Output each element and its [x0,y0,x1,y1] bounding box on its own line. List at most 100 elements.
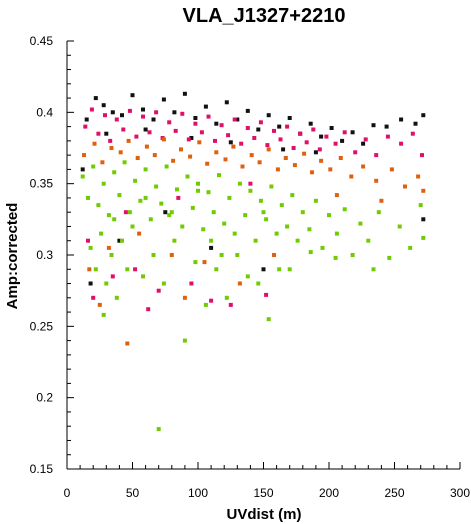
data-point [399,117,404,122]
data-point [421,235,426,240]
data-point [133,178,138,183]
x-tick-label: 50 [126,486,140,500]
data-point [231,144,236,149]
data-point [214,267,219,272]
data-point [350,130,355,135]
data-point [101,312,106,317]
x-tick-label: 250 [384,486,404,500]
data-point [292,163,297,168]
series-1 [83,107,424,312]
data-point [167,120,172,125]
data-point [167,213,172,218]
x-tick-label: 0 [64,486,71,500]
data-point [109,253,114,257]
data-point [420,153,424,158]
data-point [209,238,214,243]
data-point [154,184,159,189]
y-tick-label: 0.25 [30,319,54,333]
data-point [169,253,174,257]
data-point [342,207,347,212]
data-point [206,114,211,119]
data-point [202,260,207,265]
plot-axes: 0.15 0.2 0.25 0.3 0.35 0.4 0.45 0 50 100 150 200 250… [30,34,471,500]
data-point [232,231,237,236]
data-point [138,198,143,203]
data-point [159,201,164,206]
data-point [106,213,111,218]
data-point [324,134,329,139]
data-point [342,130,347,135]
data-point [137,231,142,236]
data-point [253,238,258,243]
data-point [114,295,119,300]
data-point [141,107,145,112]
data-point [86,195,90,200]
data-point [416,174,421,179]
data-point [334,231,339,236]
data-point [269,184,274,189]
data-point [203,104,208,109]
data-point [217,173,221,178]
data-point [156,427,161,432]
data-point [193,260,198,265]
data-point [410,131,415,136]
data-point [182,295,187,300]
data-point [257,160,262,165]
data-point [99,231,104,236]
data-point [403,184,407,189]
data-point [92,141,97,146]
data-point [374,153,379,158]
data-point [358,221,363,226]
data-point [279,203,284,208]
data-point [256,281,261,286]
y-tick-label: 0.4 [36,105,53,119]
data-point [96,131,101,136]
data-point [163,210,168,215]
data-point [93,267,98,272]
data-point [248,188,253,193]
data-point [214,150,219,155]
data-point [266,113,271,118]
data-point [408,245,413,250]
data-point [135,156,140,160]
data-point [239,141,244,146]
data-point [374,178,379,183]
data-point [211,210,216,215]
data-point [349,174,354,179]
data-point [125,341,130,346]
data-point [120,238,124,243]
x-tick-label: 300 [450,486,470,500]
data-point [110,110,115,115]
data-point [197,140,202,145]
data-point [333,141,338,146]
data-point [235,253,240,257]
data-point [161,137,166,142]
data-point [371,267,376,272]
data-point [161,97,166,102]
data-point [83,124,88,129]
data-point [84,117,89,122]
series-3 [80,160,426,432]
data-point [226,133,231,138]
data-point [88,245,93,250]
data-point [399,141,404,146]
data-point [127,108,132,113]
data-point [196,181,200,186]
data-point [340,138,345,143]
data-point [205,161,210,166]
data-point [287,116,292,120]
data-point [106,245,111,250]
data-point [93,96,98,101]
data-point [214,121,219,126]
data-point [209,245,214,250]
data-point [100,160,105,165]
data-point [172,238,177,243]
data-point [307,227,312,232]
data-point [97,302,102,307]
data-point [277,124,282,129]
data-point [264,217,269,222]
data-point [104,131,109,136]
data-point [189,281,194,286]
data-point [308,250,313,255]
data-point [283,156,288,160]
